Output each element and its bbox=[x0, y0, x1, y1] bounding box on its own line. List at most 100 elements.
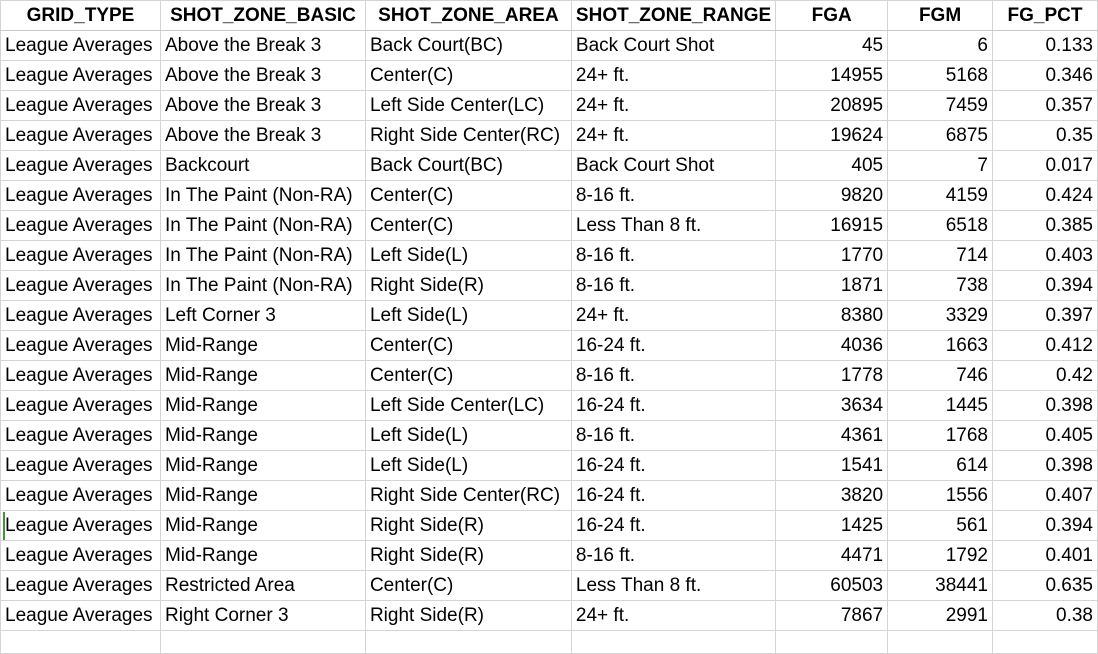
cell-shot-zone-basic[interactable]: Mid-Range bbox=[159, 510, 366, 541]
cell-fga[interactable]: 9820 bbox=[775, 180, 889, 211]
empty-cell[interactable] bbox=[364, 630, 572, 654]
cell-shot-zone-basic[interactable]: Mid-Range bbox=[159, 360, 366, 391]
cell-shot-zone-area[interactable]: Center(C) bbox=[364, 180, 572, 211]
cell-shot-zone-area[interactable]: Center(C) bbox=[364, 360, 572, 391]
cell-fga[interactable]: 20895 bbox=[775, 90, 889, 121]
cell-shot-zone-basic[interactable]: Right Corner 3 bbox=[159, 600, 366, 631]
cell-fg-pct[interactable]: 0.403 bbox=[992, 240, 1098, 271]
cell-fga[interactable]: 16915 bbox=[775, 210, 889, 241]
cell-shot-zone-basic[interactable]: In The Paint (Non-RA) bbox=[159, 270, 366, 301]
cell-fgm[interactable]: 6875 bbox=[887, 120, 993, 151]
cell-fgm[interactable]: 6 bbox=[887, 30, 993, 61]
cell-fgm[interactable]: 7 bbox=[887, 150, 993, 181]
cell-fgm[interactable]: 4159 bbox=[887, 180, 993, 211]
cell-fg-pct[interactable]: 0.398 bbox=[992, 390, 1098, 421]
cell-grid-type[interactable]: League Averages bbox=[0, 600, 161, 631]
cell-fga[interactable]: 19624 bbox=[775, 120, 889, 151]
cell-shot-zone-range[interactable]: 8-16 ft. bbox=[570, 180, 777, 211]
cell-fg-pct[interactable]: 0.394 bbox=[992, 270, 1098, 301]
cell-grid-type[interactable]: League Averages bbox=[0, 450, 161, 481]
cell-fga[interactable]: 14955 bbox=[775, 60, 889, 91]
cell-grid-type[interactable]: League Averages bbox=[0, 240, 161, 271]
cell-shot-zone-area[interactable]: Back Court(BC) bbox=[364, 150, 572, 181]
cell-grid-type[interactable]: League Averages bbox=[0, 480, 161, 511]
cell-fga[interactable]: 3634 bbox=[775, 390, 889, 421]
cell-shot-zone-basic[interactable]: Mid-Range bbox=[159, 540, 366, 571]
cell-shot-zone-basic[interactable]: Backcourt bbox=[159, 150, 366, 181]
cell-shot-zone-area[interactable]: Right Side(R) bbox=[364, 270, 572, 301]
cell-shot-zone-range[interactable]: Back Court Shot bbox=[570, 30, 777, 61]
cell-shot-zone-range[interactable]: 16-24 ft. bbox=[570, 450, 777, 481]
cell-fg-pct[interactable]: 0.385 bbox=[992, 210, 1098, 241]
cell-fgm[interactable]: 561 bbox=[887, 510, 993, 541]
cell-fg-pct[interactable]: 0.398 bbox=[992, 450, 1098, 481]
cell-fg-pct[interactable]: 0.42 bbox=[992, 360, 1098, 391]
cell-shot-zone-range[interactable]: 24+ ft. bbox=[570, 300, 777, 331]
cell-grid-type[interactable]: League Averages bbox=[0, 270, 161, 301]
cell-shot-zone-area[interactable]: Left Side Center(LC) bbox=[364, 90, 572, 121]
cell-fga[interactable]: 1871 bbox=[775, 270, 889, 301]
cell-shot-zone-basic[interactable]: Above the Break 3 bbox=[159, 30, 366, 61]
cell-shot-zone-range[interactable]: 24+ ft. bbox=[570, 60, 777, 91]
cell-fgm[interactable]: 746 bbox=[887, 360, 993, 391]
cell-fgm[interactable]: 6518 bbox=[887, 210, 993, 241]
empty-cell[interactable] bbox=[775, 630, 889, 654]
cell-fg-pct[interactable]: 0.35 bbox=[992, 120, 1098, 151]
cell-shot-zone-range[interactable]: Less Than 8 ft. bbox=[570, 210, 777, 241]
cell-grid-type[interactable]: League Averages bbox=[0, 30, 161, 61]
cell-shot-zone-basic[interactable]: Above the Break 3 bbox=[159, 120, 366, 151]
cell-shot-zone-range[interactable]: 8-16 ft. bbox=[570, 420, 777, 451]
cell-grid-type[interactable]: League Averages bbox=[0, 60, 161, 91]
cell-fg-pct[interactable]: 0.405 bbox=[992, 420, 1098, 451]
cell-shot-zone-basic[interactable]: Mid-Range bbox=[159, 390, 366, 421]
cell-fg-pct[interactable]: 0.635 bbox=[992, 570, 1098, 601]
cell-grid-type[interactable]: League Averages bbox=[0, 330, 161, 361]
cell-grid-type[interactable]: League Averages bbox=[0, 390, 161, 421]
empty-cell[interactable] bbox=[570, 630, 777, 654]
column-header-fga[interactable]: FGA bbox=[775, 0, 889, 31]
cell-grid-type[interactable]: League Averages bbox=[0, 570, 161, 601]
cell-grid-type[interactable]: League Averages bbox=[0, 90, 161, 121]
cell-shot-zone-area[interactable]: Right Side(R) bbox=[364, 510, 572, 541]
cell-grid-type[interactable]: League Averages bbox=[0, 510, 161, 541]
cell-shot-zone-range[interactable]: Back Court Shot bbox=[570, 150, 777, 181]
cell-shot-zone-basic[interactable]: Above the Break 3 bbox=[159, 60, 366, 91]
cell-grid-type[interactable]: League Averages bbox=[0, 540, 161, 571]
cell-shot-zone-basic[interactable]: Restricted Area bbox=[159, 570, 366, 601]
cell-fg-pct[interactable]: 0.38 bbox=[992, 600, 1098, 631]
cell-shot-zone-range[interactable]: 16-24 ft. bbox=[570, 510, 777, 541]
cell-shot-zone-area[interactable]: Right Side(R) bbox=[364, 540, 572, 571]
cell-shot-zone-area[interactable]: Right Side Center(RC) bbox=[364, 120, 572, 151]
empty-cell[interactable] bbox=[887, 630, 993, 654]
cell-fg-pct[interactable]: 0.401 bbox=[992, 540, 1098, 571]
column-header-grid-type[interactable]: GRID_TYPE bbox=[0, 0, 161, 31]
cell-shot-zone-area[interactable]: Back Court(BC) bbox=[364, 30, 572, 61]
cell-fgm[interactable]: 5168 bbox=[887, 60, 993, 91]
cell-shot-zone-range[interactable]: 24+ ft. bbox=[570, 120, 777, 151]
cell-shot-zone-range[interactable]: 8-16 ft. bbox=[570, 360, 777, 391]
cell-fga[interactable]: 405 bbox=[775, 150, 889, 181]
cell-grid-type[interactable]: League Averages bbox=[0, 120, 161, 151]
cell-shot-zone-basic[interactable]: In The Paint (Non-RA) bbox=[159, 210, 366, 241]
cell-shot-zone-range[interactable]: 24+ ft. bbox=[570, 90, 777, 121]
cell-fga[interactable]: 4036 bbox=[775, 330, 889, 361]
cell-fga[interactable]: 8380 bbox=[775, 300, 889, 331]
cell-fgm[interactable]: 738 bbox=[887, 270, 993, 301]
column-header-fg-pct[interactable]: FG_PCT bbox=[992, 0, 1098, 31]
cell-shot-zone-basic[interactable]: Mid-Range bbox=[159, 480, 366, 511]
cell-fg-pct[interactable]: 0.346 bbox=[992, 60, 1098, 91]
cell-shot-zone-range[interactable]: Less Than 8 ft. bbox=[570, 570, 777, 601]
cell-shot-zone-basic[interactable]: Mid-Range bbox=[159, 330, 366, 361]
cell-shot-zone-basic[interactable]: Left Corner 3 bbox=[159, 300, 366, 331]
cell-shot-zone-area[interactable]: Left Side Center(LC) bbox=[364, 390, 572, 421]
cell-grid-type[interactable]: League Averages bbox=[0, 150, 161, 181]
cell-grid-type[interactable]: League Averages bbox=[0, 300, 161, 331]
cell-shot-zone-area[interactable]: Right Side Center(RC) bbox=[364, 480, 572, 511]
cell-fga[interactable]: 60503 bbox=[775, 570, 889, 601]
cell-fg-pct[interactable]: 0.357 bbox=[992, 90, 1098, 121]
cell-shot-zone-range[interactable]: 8-16 ft. bbox=[570, 240, 777, 271]
cell-shot-zone-basic[interactable]: Above the Break 3 bbox=[159, 90, 366, 121]
cell-shot-zone-range[interactable]: 16-24 ft. bbox=[570, 390, 777, 421]
cell-fga[interactable]: 45 bbox=[775, 30, 889, 61]
cell-shot-zone-area[interactable]: Center(C) bbox=[364, 60, 572, 91]
